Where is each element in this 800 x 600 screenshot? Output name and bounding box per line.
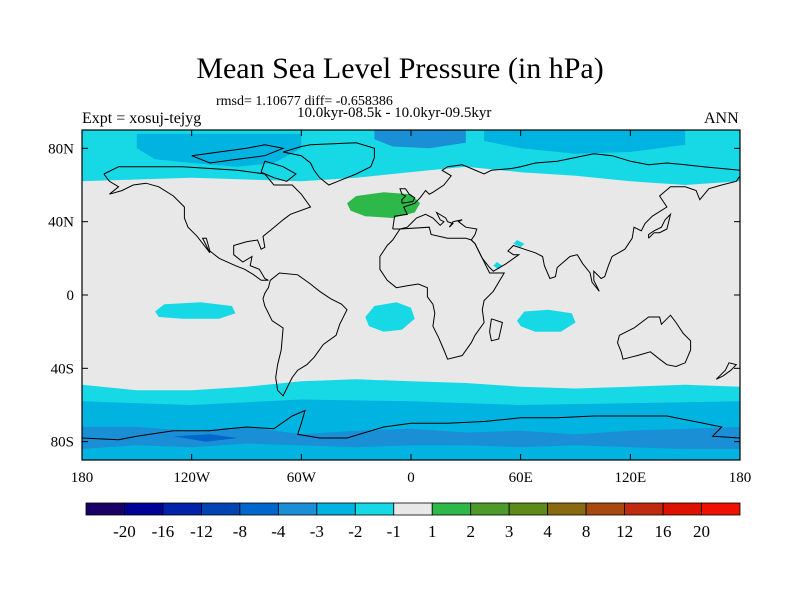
colorbar-swatch: [662, 502, 702, 516]
x-tick-label: 120E: [614, 470, 646, 486]
australia-coast: [616, 314, 692, 368]
colorbar-swatch: [85, 502, 125, 516]
indian-ocean-low-field: [517, 309, 576, 332]
colorbar-label: -2: [348, 522, 362, 541]
antarctic-low-field: [82, 427, 740, 449]
y-tick-label: 0: [67, 288, 75, 304]
greenland-coast: [282, 142, 375, 186]
colorbar-swatch: [277, 502, 318, 516]
period-label: 10.0kyr-08.5k - 10.0kyr-09.5kyr: [297, 105, 492, 121]
colorbar-swatch: [585, 502, 625, 516]
colorbar-swatch: [316, 502, 356, 516]
new-zealand-coast: [715, 362, 738, 380]
x-tick-label: 60E: [509, 470, 533, 486]
north-america-coast: [103, 166, 312, 281]
colorbar-label: -16: [152, 522, 175, 541]
arctic-canada-low-field: [136, 133, 302, 167]
colorbar-label: 20: [693, 522, 710, 541]
colorbar-label: 3: [505, 522, 514, 541]
arctic-siberia-low-field: [484, 130, 686, 154]
colorbar-swatch: [624, 502, 664, 516]
colorbar-swatch: [431, 502, 472, 516]
season-label: ANN: [704, 110, 739, 127]
tropical-pacific-low-field: [155, 302, 236, 319]
colorbar-label: -20: [113, 522, 136, 541]
x-tick-label: 60W: [287, 470, 317, 486]
colorbar-label: 8: [582, 522, 591, 541]
colorbar-label: -1: [387, 522, 401, 541]
y-tick-label: 80N: [48, 141, 74, 157]
x-tick-label: 120W: [173, 470, 211, 486]
colorbar-swatch: [701, 502, 741, 516]
colorbar-swatch: [354, 502, 395, 516]
antarctica-coast: [82, 409, 740, 441]
africa-coast: [379, 226, 506, 360]
colorbar-swatch: [470, 502, 510, 516]
colorbar-label: 1: [428, 522, 437, 541]
y-tick-label: 40N: [48, 215, 74, 231]
colorbar: -20 -16 -12 -8 -4 -3 -2 -1 1 2 3 4 8 12 16 20: [85, 502, 741, 541]
madagascar-coast: [489, 318, 503, 342]
uk-coast: [399, 188, 416, 204]
y-tick-label: 40S: [51, 361, 74, 377]
greenland-low-field: [374, 130, 466, 149]
south-america-coast: [262, 272, 348, 397]
map-axes: 180 120W 60W 0 60E 120E 180 80N 40N 0 40S 80S: [48, 130, 751, 486]
baffin-coast: [260, 160, 297, 182]
y-tick-label: 80S: [51, 435, 74, 451]
colorbar-label: -3: [310, 522, 324, 541]
colorbar-swatch: [393, 502, 433, 516]
rmsd-diff-label: rmsd= 1.10677 diff= -0.658386: [216, 94, 393, 109]
antarctic-pocket-field: [173, 434, 238, 442]
x-tick-label: 180: [71, 470, 94, 486]
japan-coast: [648, 212, 672, 239]
colorbar-swatch: [547, 502, 587, 516]
colorbar-label: 12: [616, 522, 633, 541]
colorbar-swatch: [508, 502, 549, 516]
europe-asia-coast: [392, 153, 740, 292]
arctic-islands-coast: [191, 144, 285, 164]
north-atlantic-high-field: [347, 192, 421, 218]
chart-title: Mean Sea Level Pressure (in hPa): [196, 52, 604, 85]
colorbar-label: 16: [655, 522, 672, 541]
colorbar-swatch: [201, 502, 241, 516]
coastlines: [82, 142, 740, 441]
colorbar-label: 4: [543, 522, 552, 541]
colorbar-label: -8: [233, 522, 247, 541]
colorbar-label: 2: [466, 522, 475, 541]
colorbar-label: -4: [271, 522, 286, 541]
tropical-atlantic-low-field: [365, 302, 415, 332]
x-tick-label: 0: [407, 470, 415, 486]
experiment-label: Expt = xosuj-tejyg: [82, 110, 202, 127]
colorbar-label: -12: [190, 522, 213, 541]
colorbar-swatch: [162, 502, 202, 516]
colorbar-swatch: [124, 502, 164, 516]
colorbar-swatch: [239, 502, 279, 516]
x-tick-label: 180: [729, 470, 752, 486]
arabian-low-field: [513, 240, 525, 248]
